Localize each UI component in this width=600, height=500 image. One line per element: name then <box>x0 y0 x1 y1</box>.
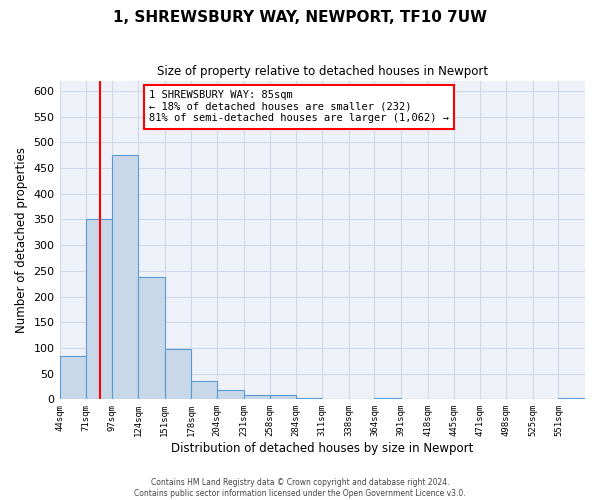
Bar <box>165 350 191 400</box>
Bar <box>59 356 86 400</box>
Bar <box>112 155 138 400</box>
Text: 1, SHREWSBURY WAY, NEWPORT, TF10 7UW: 1, SHREWSBURY WAY, NEWPORT, TF10 7UW <box>113 10 487 25</box>
Bar <box>86 220 112 400</box>
Title: Size of property relative to detached houses in Newport: Size of property relative to detached ho… <box>157 65 488 78</box>
Bar <box>138 278 165 400</box>
Bar <box>296 398 322 400</box>
Text: 1 SHREWSBURY WAY: 85sqm
← 18% of detached houses are smaller (232)
81% of semi-d: 1 SHREWSBURY WAY: 85sqm ← 18% of detache… <box>149 90 449 124</box>
Bar <box>374 398 401 400</box>
Bar <box>270 395 296 400</box>
Bar <box>191 382 217 400</box>
Text: Contains HM Land Registry data © Crown copyright and database right 2024.
Contai: Contains HM Land Registry data © Crown c… <box>134 478 466 498</box>
Bar <box>244 395 270 400</box>
Y-axis label: Number of detached properties: Number of detached properties <box>15 147 28 333</box>
Bar <box>217 390 244 400</box>
X-axis label: Distribution of detached houses by size in Newport: Distribution of detached houses by size … <box>171 442 473 455</box>
Bar <box>559 398 585 400</box>
